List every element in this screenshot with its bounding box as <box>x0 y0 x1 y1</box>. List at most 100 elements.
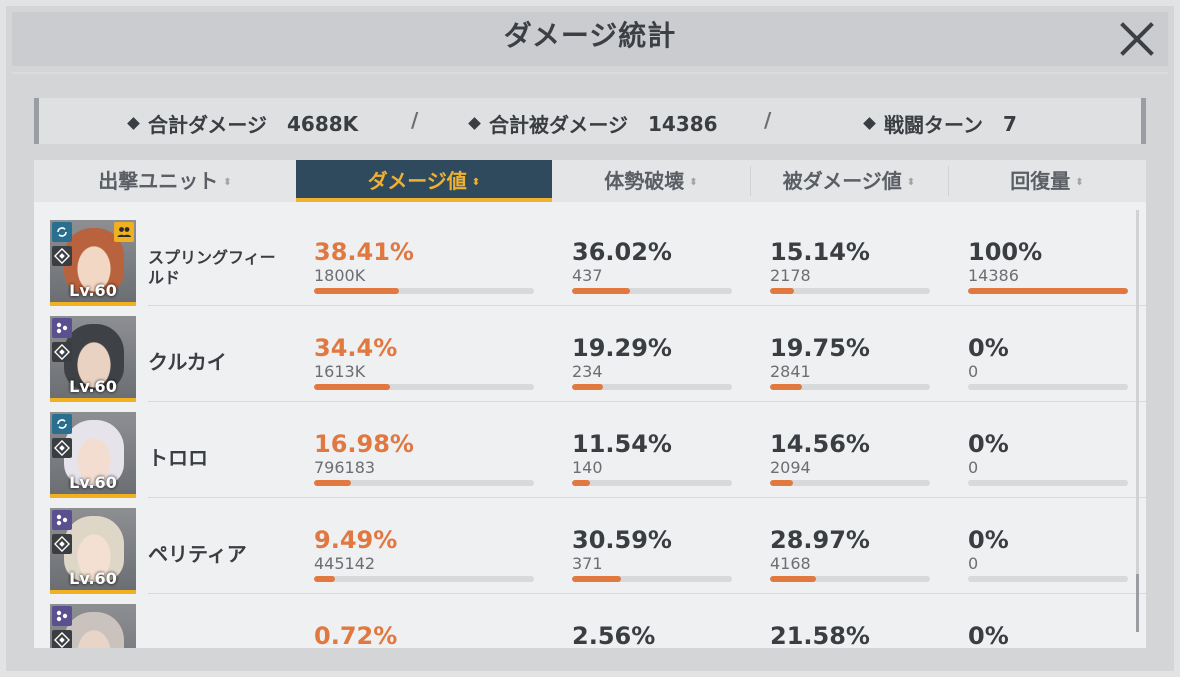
unit-avatar: Lv.60 <box>50 508 136 594</box>
column-unit[interactable]: 出撃ユニット ⬍ <box>34 160 296 202</box>
stat-heal: 0% 0 <box>968 334 1009 382</box>
stat-damage-bar <box>314 384 534 390</box>
class-icon <box>52 630 72 648</box>
column-damage[interactable]: ダメージ値 ⬍ <box>296 160 552 202</box>
dots-icon <box>52 318 72 338</box>
stat-break-bar <box>572 480 732 486</box>
stat-break-value: 371 <box>572 554 603 573</box>
stat-heal-bar <box>968 480 1128 486</box>
stat-heal-percent: 100% <box>968 238 1043 266</box>
unit-row[interactable]: Lv.60 トロロ 16.98% 796183 11.54% 140 14.56% 2094 0… <box>34 402 1146 498</box>
stat-break-bar-fill <box>572 480 590 486</box>
unit-avatar: Lv.60 <box>50 220 136 306</box>
summary-turns: 戦闘ターン 7 <box>863 109 1017 138</box>
unit-avatar: Lv.60 <box>50 316 136 402</box>
page-title: ダメージ統計 <box>503 19 677 52</box>
class-icon <box>52 246 72 266</box>
row-divider <box>148 497 1146 498</box>
unit-name: スプリングフィールド <box>148 248 276 287</box>
unit-level: Lv.60 <box>69 569 117 588</box>
stat-heal: 0% <box>968 622 1009 648</box>
column-heal[interactable]: 回復量 ⬍ <box>948 160 1146 202</box>
stat-taken: 21.58% <box>770 622 870 648</box>
stat-damage: 0.72% <box>314 622 397 648</box>
scrollbar-thumb[interactable] <box>1136 574 1139 632</box>
class-icon <box>52 438 72 458</box>
unit-level: Lv.60 <box>69 377 117 396</box>
column-break[interactable]: 体勢破壊 ⬍ <box>552 160 750 202</box>
stat-heal-value: 14386 <box>968 266 1019 285</box>
table-header: 出撃ユニット ⬍ ダメージ値 ⬍ 体勢破壊 ⬍ 被ダメージ値 ⬍ 回復量 ⬍ <box>34 160 1146 202</box>
turns-label: 戦闘ターン <box>884 113 983 137</box>
stat-taken: 15.14% 2178 <box>770 238 870 286</box>
unit-name: クルカイ <box>148 350 227 374</box>
total-taken-label: 合計被ダメージ <box>489 113 628 137</box>
stat-taken: 19.75% 2841 <box>770 334 870 382</box>
unit-level: Lv.60 <box>69 281 117 300</box>
stat-damage-percent: 38.41% <box>314 238 414 266</box>
stat-taken: 28.97% 4168 <box>770 526 870 574</box>
total-damage-value: 4688K <box>287 111 359 136</box>
stat-break-value: 437 <box>572 266 603 285</box>
header-separator <box>948 166 949 196</box>
unit-level: Lv.60 <box>69 473 117 492</box>
diamond-icon <box>468 117 481 130</box>
unit-avatar <box>50 604 136 648</box>
column-heal-label: 回復量 <box>1010 169 1071 193</box>
stat-taken-bar-fill <box>770 384 802 390</box>
unit-row[interactable]: Lv.60 クルカイ 34.4% 1613K 19.29% 234 19.75% 2841 0%… <box>34 306 1146 402</box>
close-button[interactable] <box>1116 18 1158 60</box>
stat-taken-value: 2841 <box>770 362 811 381</box>
unit-row[interactable]: Lv.60 スプリングフィールド 38.41% 1800K 36.02% 437 15.14… <box>34 210 1146 306</box>
stat-heal-bar <box>968 288 1128 294</box>
column-unit-label: 出撃ユニット <box>98 169 219 193</box>
unit-avatar: Lv.60 <box>50 412 136 498</box>
summary-bar: 合計ダメージ 4688K / 合計被ダメージ 14386 / 戦闘ターン 7 <box>34 98 1146 144</box>
stat-damage-percent: 34.4% <box>314 334 398 362</box>
column-taken[interactable]: 被ダメージ値 ⬍ <box>750 160 948 202</box>
dots-icon <box>52 606 72 626</box>
total-damage-label: 合計ダメージ <box>148 113 267 137</box>
stat-taken-percent: 14.56% <box>770 430 870 458</box>
portrait-image <box>64 420 124 486</box>
stat-heal-bar <box>968 576 1128 582</box>
stats-table: 出撃ユニット ⬍ ダメージ値 ⬍ 体勢破壊 ⬍ 被ダメージ値 ⬍ 回復量 ⬍ Lv.60 ス… <box>34 160 1146 648</box>
stat-damage-value: 796183 <box>314 458 376 477</box>
stat-heal-bar-fill <box>968 288 1128 294</box>
unit-row[interactable]: Lv.60 ペリティア 9.49% 445142 30.59% 371 28.97% 4168… <box>34 498 1146 594</box>
stat-break-bar <box>572 384 732 390</box>
sort-icon: ⬍ <box>1075 176 1084 188</box>
close-icon <box>1120 22 1154 56</box>
summary-separator: / <box>764 108 772 132</box>
unit-name: ペリティア <box>148 542 247 566</box>
cycle-icon <box>52 222 72 242</box>
dots-icon <box>52 510 72 530</box>
stat-taken-percent: 21.58% <box>770 622 870 648</box>
unit-row[interactable]: 0.72% 2.56% 21.58% 0% <box>34 594 1146 648</box>
unit-name: トロロ <box>148 446 208 470</box>
stat-break-percent: 11.54% <box>572 430 672 458</box>
stat-break-bar <box>572 576 732 582</box>
stat-break-value: 140 <box>572 458 603 477</box>
class-icon <box>52 534 72 554</box>
stat-heal-value: 0 <box>968 458 979 477</box>
stat-heal: 0% 0 <box>968 526 1009 574</box>
row-divider <box>148 593 1146 594</box>
stat-taken-bar <box>770 288 930 294</box>
column-break-label: 体勢破壊 <box>604 169 685 193</box>
divider <box>12 72 1168 74</box>
total-taken-value: 14386 <box>648 111 718 136</box>
stat-break-bar <box>572 288 732 294</box>
cycle-icon <box>52 414 72 434</box>
stat-taken-percent: 19.75% <box>770 334 870 362</box>
stat-damage-value: 1613K <box>314 362 366 381</box>
scrollbar[interactable] <box>1136 210 1139 632</box>
stat-taken-bar <box>770 576 930 582</box>
stat-damage-bar-fill <box>314 384 390 390</box>
stat-taken: 14.56% 2094 <box>770 430 870 478</box>
stat-damage: 16.98% 796183 <box>314 430 414 478</box>
stat-break: 36.02% 437 <box>572 238 672 286</box>
stat-damage-bar <box>314 288 534 294</box>
stat-break-bar-fill <box>572 576 621 582</box>
stat-heal: 0% 0 <box>968 430 1009 478</box>
